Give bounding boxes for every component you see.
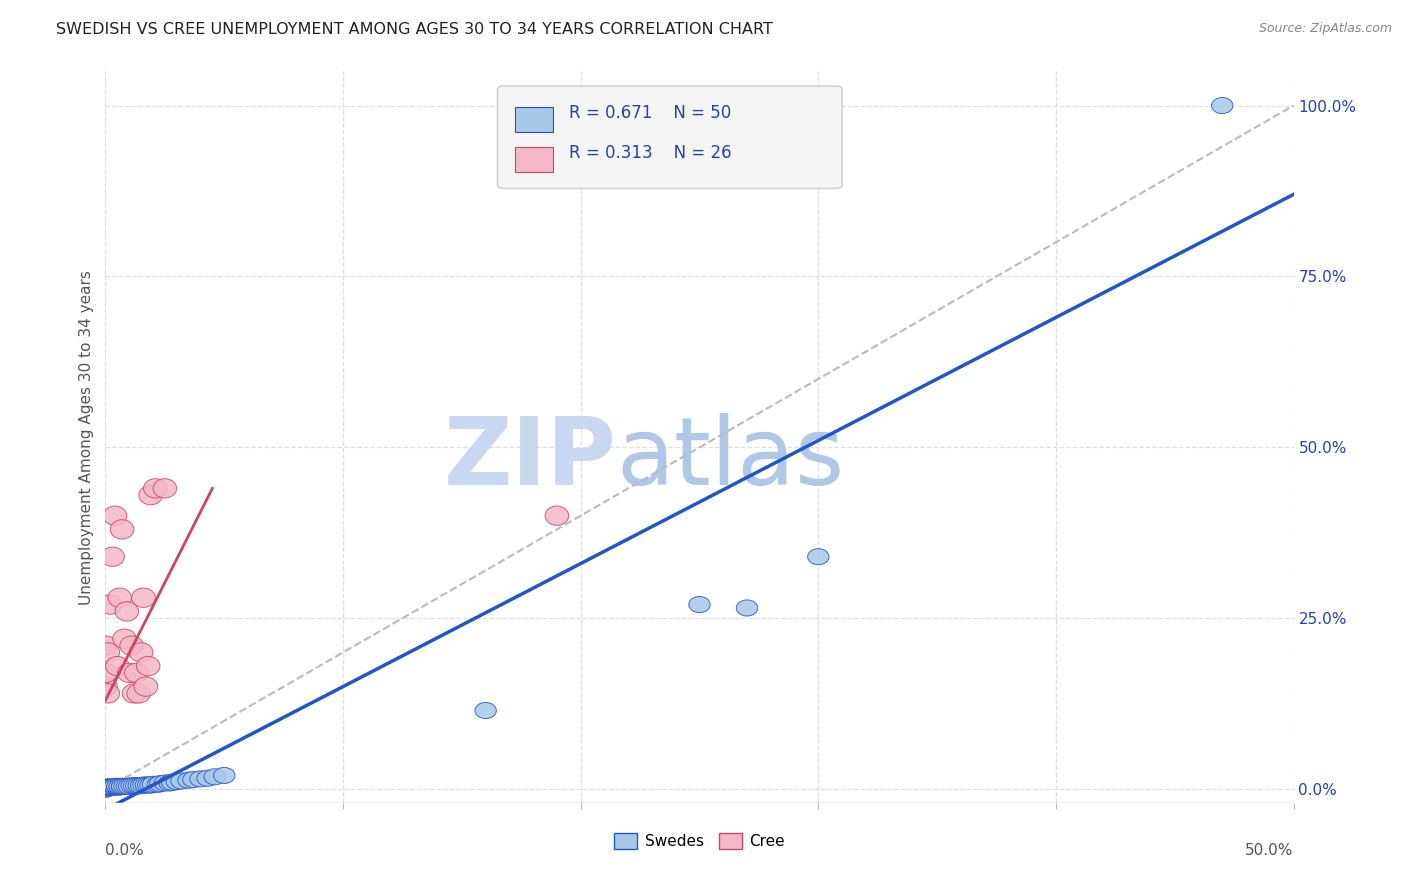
Ellipse shape <box>737 600 758 616</box>
Ellipse shape <box>94 781 117 797</box>
Ellipse shape <box>136 657 160 676</box>
Ellipse shape <box>105 657 129 676</box>
Ellipse shape <box>127 684 150 703</box>
Ellipse shape <box>122 684 146 703</box>
Ellipse shape <box>94 664 117 682</box>
Ellipse shape <box>475 703 496 719</box>
Text: R = 0.313    N = 26: R = 0.313 N = 26 <box>569 145 731 162</box>
Ellipse shape <box>546 506 568 525</box>
Ellipse shape <box>115 602 139 621</box>
Ellipse shape <box>94 781 117 797</box>
Y-axis label: Unemployment Among Ages 30 to 34 years: Unemployment Among Ages 30 to 34 years <box>79 269 94 605</box>
Ellipse shape <box>110 779 131 795</box>
Ellipse shape <box>110 779 131 795</box>
Ellipse shape <box>190 771 211 787</box>
Ellipse shape <box>94 780 117 796</box>
Ellipse shape <box>111 779 132 795</box>
Ellipse shape <box>94 636 117 656</box>
Ellipse shape <box>204 769 225 785</box>
Ellipse shape <box>128 778 149 794</box>
Ellipse shape <box>153 479 177 498</box>
Ellipse shape <box>149 776 170 792</box>
Ellipse shape <box>97 780 118 796</box>
Ellipse shape <box>121 778 142 794</box>
Ellipse shape <box>110 520 134 539</box>
Ellipse shape <box>111 779 132 795</box>
Ellipse shape <box>142 776 163 792</box>
Ellipse shape <box>96 684 120 703</box>
Ellipse shape <box>143 479 167 498</box>
Ellipse shape <box>100 779 121 795</box>
Text: 50.0%: 50.0% <box>1246 843 1294 858</box>
Ellipse shape <box>183 772 204 788</box>
Ellipse shape <box>101 779 124 795</box>
Ellipse shape <box>101 547 124 566</box>
Ellipse shape <box>141 777 162 793</box>
Ellipse shape <box>107 779 128 795</box>
Ellipse shape <box>135 777 156 793</box>
Ellipse shape <box>155 775 176 791</box>
Ellipse shape <box>1212 97 1233 113</box>
Text: Source: ZipAtlas.com: Source: ZipAtlas.com <box>1258 22 1392 36</box>
Ellipse shape <box>129 643 153 662</box>
Ellipse shape <box>107 779 128 795</box>
Ellipse shape <box>108 588 132 607</box>
Text: 0.0%: 0.0% <box>105 843 145 858</box>
Ellipse shape <box>131 778 152 794</box>
Ellipse shape <box>94 677 117 697</box>
Ellipse shape <box>112 629 136 648</box>
Ellipse shape <box>132 777 155 793</box>
Ellipse shape <box>96 643 120 662</box>
Ellipse shape <box>166 773 187 789</box>
Text: R = 0.671    N = 50: R = 0.671 N = 50 <box>569 104 731 122</box>
FancyBboxPatch shape <box>498 86 842 188</box>
Ellipse shape <box>139 485 162 505</box>
Ellipse shape <box>118 664 141 682</box>
Ellipse shape <box>807 549 830 565</box>
Ellipse shape <box>138 777 159 793</box>
Ellipse shape <box>148 776 169 792</box>
FancyBboxPatch shape <box>516 147 554 171</box>
Ellipse shape <box>117 779 138 795</box>
Ellipse shape <box>162 774 183 790</box>
Text: ZIP: ZIP <box>443 413 616 505</box>
Ellipse shape <box>134 677 157 697</box>
Ellipse shape <box>159 775 180 791</box>
Ellipse shape <box>689 597 710 613</box>
Ellipse shape <box>214 767 235 783</box>
Ellipse shape <box>97 779 118 795</box>
Text: SWEDISH VS CREE UNEMPLOYMENT AMONG AGES 30 TO 34 YEARS CORRELATION CHART: SWEDISH VS CREE UNEMPLOYMENT AMONG AGES … <box>56 22 773 37</box>
Ellipse shape <box>94 779 117 795</box>
Ellipse shape <box>94 780 117 796</box>
FancyBboxPatch shape <box>516 108 554 132</box>
Ellipse shape <box>132 588 155 607</box>
Ellipse shape <box>125 664 148 682</box>
Ellipse shape <box>118 779 141 795</box>
Ellipse shape <box>125 778 148 794</box>
Ellipse shape <box>98 595 122 615</box>
Ellipse shape <box>103 506 127 525</box>
Ellipse shape <box>124 778 145 794</box>
Ellipse shape <box>120 636 143 656</box>
Ellipse shape <box>114 779 135 795</box>
Ellipse shape <box>170 772 193 789</box>
Ellipse shape <box>100 779 121 795</box>
Ellipse shape <box>179 772 200 789</box>
Ellipse shape <box>104 779 125 795</box>
Ellipse shape <box>101 779 124 795</box>
Ellipse shape <box>104 779 125 795</box>
Ellipse shape <box>197 770 218 786</box>
Text: atlas: atlas <box>616 413 845 505</box>
Legend: Swedes, Cree: Swedes, Cree <box>607 827 792 855</box>
